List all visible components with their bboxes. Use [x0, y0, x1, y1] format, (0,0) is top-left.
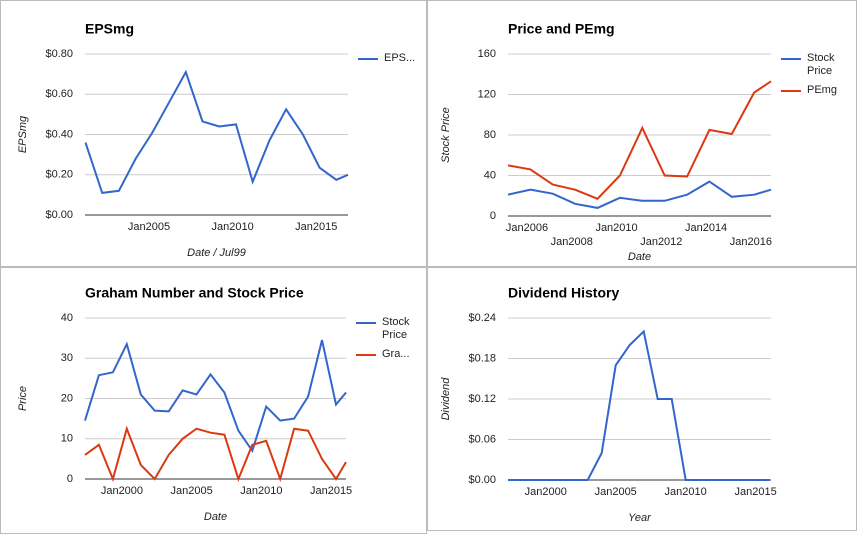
- y-tick-label: $0.24: [468, 312, 496, 324]
- y-axis-title: Stock Price: [440, 107, 452, 163]
- legend-item: PEmg: [807, 84, 837, 96]
- x-tick-label: Jan2006: [506, 222, 548, 234]
- series-line: [84, 425, 347, 483]
- y-axis-title: Price: [17, 386, 29, 411]
- x-tick-label: Jan2005: [128, 221, 170, 233]
- x-tick-label: Jan2008: [551, 236, 593, 248]
- x-tick-label: Jan2010: [240, 485, 282, 497]
- x-tick-label: Jan2010: [212, 221, 254, 233]
- x-tick-label: Jan2005: [595, 486, 637, 498]
- x-tick-label: Jan2015: [735, 486, 777, 498]
- legend-label: EPS...: [384, 52, 416, 64]
- legend-label: Stock Price: [382, 316, 410, 341]
- y-tick-label: $0.00: [45, 209, 73, 221]
- chart-title: Dividend History: [508, 285, 619, 301]
- x-tick-label: Jan2014: [685, 222, 727, 234]
- y-tick-label: 80: [484, 129, 496, 141]
- series-line: [84, 339, 347, 454]
- chart-title: Price and PEmg: [508, 21, 615, 37]
- chart-title: Graham Number and Stock Price: [85, 285, 304, 301]
- series-line: [507, 180, 772, 209]
- x-axis-title: Date: [628, 251, 651, 263]
- series-line: [508, 329, 770, 481]
- x-tick-label: Jan2010: [595, 222, 637, 234]
- series-line: [507, 80, 772, 200]
- x-axis-title: Date: [204, 511, 227, 523]
- y-tick-label: 10: [61, 433, 73, 445]
- x-axis-title: Date / Jul99: [187, 247, 246, 259]
- y-tick-label: $0.80: [45, 48, 73, 60]
- y-axis-title: EPSmg: [17, 115, 29, 153]
- legend-item: Stock Price: [382, 316, 410, 341]
- legend-label: Stock Price: [807, 52, 835, 77]
- y-tick-label: $0.00: [468, 474, 496, 486]
- y-tick-label: $0.20: [45, 169, 73, 181]
- x-tick-label: Jan2010: [665, 486, 707, 498]
- legend-label: Gra...: [382, 348, 410, 360]
- y-tick-label: 40: [61, 312, 73, 324]
- y-tick-label: $0.18: [468, 352, 496, 364]
- y-axis-title: Dividend: [440, 377, 452, 421]
- y-tick-label: 120: [478, 88, 496, 100]
- x-tick-label: Jan2015: [295, 221, 337, 233]
- legend-item: Stock Price: [807, 52, 835, 77]
- y-tick-label: 40: [484, 169, 496, 181]
- x-tick-label: Jan2000: [101, 485, 143, 497]
- x-tick-label: Jan2016: [730, 236, 772, 248]
- legend-item: Gra...: [382, 348, 410, 360]
- y-tick-label: $0.12: [468, 393, 496, 405]
- panel: [0, 267, 427, 534]
- panel: [427, 0, 857, 267]
- x-tick-label: Jan2012: [640, 236, 682, 248]
- y-tick-label: 30: [61, 352, 73, 364]
- series-line: [84, 69, 349, 194]
- y-tick-label: $0.40: [45, 128, 73, 140]
- y-tick-label: 0: [67, 473, 73, 485]
- x-axis-title: Year: [628, 512, 652, 524]
- legend-label: PEmg: [807, 84, 837, 96]
- y-tick-label: 20: [61, 392, 73, 404]
- y-tick-label: $0.06: [468, 433, 496, 445]
- x-tick-label: Jan2000: [525, 486, 567, 498]
- x-tick-label: Jan2005: [171, 485, 213, 497]
- y-tick-label: 0: [490, 210, 496, 222]
- panel: [0, 0, 427, 267]
- x-tick-label: Jan2015: [310, 485, 352, 497]
- y-tick-label: $0.60: [45, 88, 73, 100]
- chart-title: EPSmg: [85, 21, 134, 37]
- y-tick-label: 160: [478, 48, 496, 60]
- legend-item: EPS...: [384, 52, 416, 64]
